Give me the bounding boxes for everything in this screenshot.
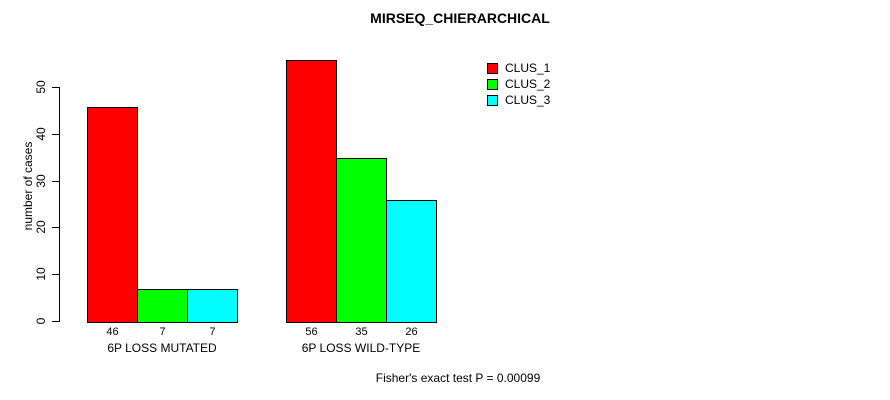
bar-value-label: 35 (355, 326, 368, 338)
legend-item: CLUS_2 (487, 77, 551, 91)
y-tick-mark (52, 274, 59, 276)
bar-value-label: 7 (209, 326, 216, 338)
bar-clus_1-2 (286, 59, 337, 323)
bar-value-label: 7 (159, 326, 166, 338)
category-label: 6P LOSS WILD-TYPE (301, 341, 421, 355)
y-tick-label: 20 (34, 220, 48, 235)
y-tick-label: 0 (34, 317, 48, 325)
y-tick-label: 50 (34, 80, 48, 94)
y-tick-mark (52, 227, 59, 229)
legend-label: CLUS_2 (505, 77, 551, 91)
bar-value-label: 26 (405, 326, 418, 338)
bar-clus_1-1 (87, 106, 138, 323)
bar-clus_2-1 (137, 289, 188, 323)
bar-value-label: 56 (305, 326, 318, 338)
y-tick-mark (52, 180, 59, 182)
legend-label: CLUS_1 (505, 61, 551, 75)
legend-label: CLUS_3 (505, 93, 551, 107)
bar-clus_3-2 (386, 200, 437, 323)
y-tick-mark (52, 133, 59, 135)
legend: CLUS_1 CLUS_2 CLUS_3 (487, 61, 551, 107)
bar-clus_2-2 (336, 158, 387, 323)
bar-value-label: 46 (106, 326, 119, 338)
legend-swatch-clus_2 (487, 79, 498, 90)
legend-swatch-clus_1 (487, 63, 498, 74)
category-label: 6P LOSS MUTATED (107, 341, 217, 355)
y-tick-mark (52, 321, 59, 322)
y-axis-label: number of cases (21, 141, 35, 231)
fisher-test-annotation: Fisher's exact test P = 0.00099 (375, 371, 541, 385)
chart-title: MIRSEQ_CHIERARCHICAL (370, 10, 550, 26)
y-tick-label: 30 (34, 173, 48, 188)
y-tick-label: 10 (34, 267, 48, 281)
legend-swatch-clus_3 (487, 95, 498, 106)
y-tick-label: 40 (34, 127, 48, 141)
y-tick-mark (52, 87, 59, 88)
legend-item: CLUS_1 (487, 61, 551, 75)
y-axis-line (59, 87, 60, 322)
legend-item: CLUS_3 (487, 93, 551, 107)
bar-clus_3-1 (187, 289, 238, 323)
